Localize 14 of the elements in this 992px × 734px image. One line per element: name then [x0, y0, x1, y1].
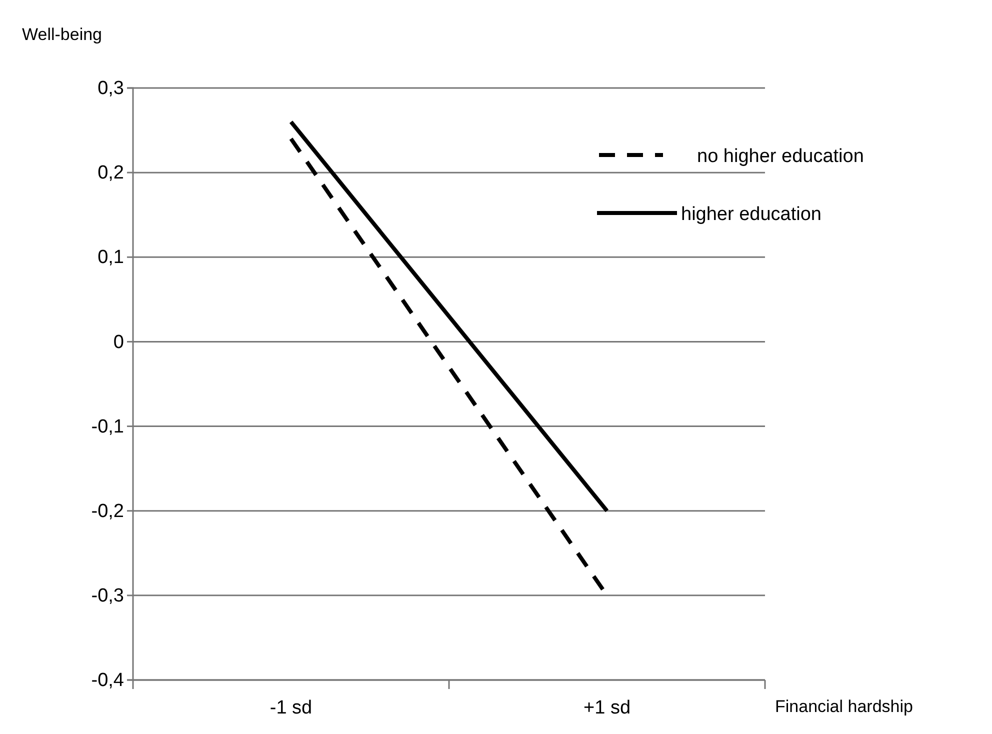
x-tick-label: -1 sd — [270, 697, 312, 718]
y-tick-label: 0,1 — [98, 247, 124, 268]
y-tick-label: -0,2 — [91, 500, 124, 522]
y-tick-label: 0,2 — [98, 162, 124, 184]
legend-label: no higher education — [697, 146, 864, 167]
y-tick-label: -0,1 — [91, 416, 124, 438]
y-tick-label: -0,4 — [91, 670, 124, 692]
x-tick-label: +1 sd — [583, 697, 631, 718]
y-axis-title: Well-being — [22, 25, 102, 44]
x-axis-title: Financial hardship — [775, 697, 913, 716]
y-tick-label: 0 — [113, 332, 124, 353]
y-tick-label: 0,3 — [98, 78, 124, 100]
y-tick-label: -0,3 — [91, 586, 124, 607]
legend-label: higher education — [681, 204, 822, 225]
